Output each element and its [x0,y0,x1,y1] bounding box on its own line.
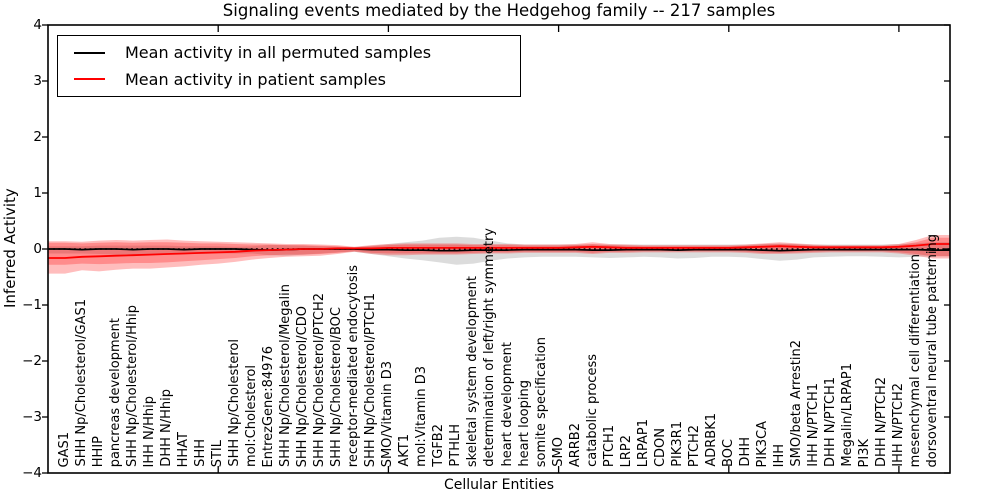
patient-std-outer-band [48,235,950,274]
y-tick-label: −4 [22,465,42,481]
legend-item-permuted: Mean activity in all permuted samples [74,43,520,62]
legend-label-patient: Mean activity in patient samples [125,69,386,89]
x-tick-label: BOC [720,439,736,467]
x-tick-label: GAS1 [57,431,73,468]
y-tick-label: −2 [22,353,42,369]
y-tick-label: 1 [33,185,42,201]
x-tick-label: SHH Np/Cholesterol/CDO [295,305,311,467]
x-tick-label: IHH [771,443,787,467]
x-tick-label: SHH Np/Cholesterol/PTCH2 [312,292,328,467]
x-tick-label: mol:Vitamin D3 [414,366,430,467]
x-tick-label: LRP2 [618,434,634,467]
x-tick-label: SMO/beta Arrestin2 [788,340,804,467]
x-tick-label: PTCH2 [686,424,702,467]
chart-title: Signaling events mediated by the Hedgeho… [222,1,776,20]
x-tick-label: SMO [550,437,566,467]
x-tick-label: IHH N/PTCH1 [805,383,821,467]
x-tick-label: DHH N/Hhip [159,389,175,467]
patient-mean-line [48,243,950,259]
x-tick-label: SMO/Vitamin D3 [380,360,396,467]
x-axis-label: Cellular Entities [443,477,555,493]
x-tick-label: Megalin/LRPAP1 [839,363,855,467]
patient-std-inner-band [48,237,950,265]
x-tick-label: HHIP [91,435,107,467]
x-tick-label: heart development [499,342,515,467]
y-tick-label: 2 [33,129,42,145]
x-tick-label: IHH N/Hhip [142,395,158,468]
x-tick-label: dorsoventral neural tube patterning [924,233,940,467]
x-tick-label: SHH Np/Cholesterol/GAS1 [74,299,90,467]
permuted-mean-line [48,248,950,252]
legend: Mean activity in all permuted samples Me… [57,35,521,97]
x-tick-label: PI3K [856,438,872,467]
x-tick-label: determination of left/right symmetry [482,228,498,467]
y-tick-label: 4 [33,17,42,33]
x-tick-label: CDON [652,427,668,467]
permuted-line-swatch [74,51,105,54]
y-tick-label: −3 [22,409,42,425]
x-tick-label: mol:Cholesterol [244,365,260,467]
x-tick-label: PTHLH [448,424,464,467]
x-tick-label: PIK3R1 [669,421,685,467]
x-tick-label: DHH N/PTCH2 [873,377,889,467]
x-tick-label: SHH Np/Cholesterol/Megalin [278,284,294,467]
x-tick-label: somite specification [533,336,549,467]
x-tick-label: ARRB2 [567,422,583,467]
x-tick-label: LRPAP1 [635,418,651,467]
x-tick-label: heart looping [516,380,532,467]
x-tick-label: SHH [193,439,209,467]
x-tick-label: IHH N/PTCH2 [890,383,906,467]
x-tick-label: STIL [210,439,226,467]
y-tick-label: 0 [33,241,42,257]
x-tick-label: DHH N/PTCH1 [822,377,838,467]
x-tick-label: PTCH1 [601,424,617,467]
x-tick-label: ADRBK1 [703,413,719,467]
x-tick-label: SHH Np/Cholesterol [227,339,243,467]
x-tick-label: SHH Np/Cholesterol/BOC [329,306,345,467]
x-tick-label: SHH Np/Cholesterol/Hhip [125,305,141,467]
y-tick-label: 3 [33,73,42,89]
x-tick-label: SHH Np/Cholesterol/PTCH1 [363,292,379,467]
x-tick-label: DHH [737,437,753,467]
x-tick-label: catabolic process [584,354,600,467]
x-tick-label: HHAT [176,431,192,467]
x-tick-label: AKT1 [397,434,413,467]
legend-item-patient: Mean activity in patient samples [74,70,520,89]
y-tick-label: −1 [22,297,42,313]
patient-line-swatch [74,78,105,81]
x-tick-label: PIK3CA [754,420,770,467]
x-tick-label: skeletal system development [465,275,481,467]
x-tick-label: pancreas development [108,317,124,467]
x-tick-label: TGFB2 [431,424,447,467]
x-tick-label: receptor-mediated endocytosis [346,264,362,467]
x-tick-label: EntrezGene:84976 [261,345,277,467]
x-tick-label: mesenchymal cell differentiation [907,253,923,467]
legend-label-permuted: Mean activity in all permuted samples [125,43,432,63]
